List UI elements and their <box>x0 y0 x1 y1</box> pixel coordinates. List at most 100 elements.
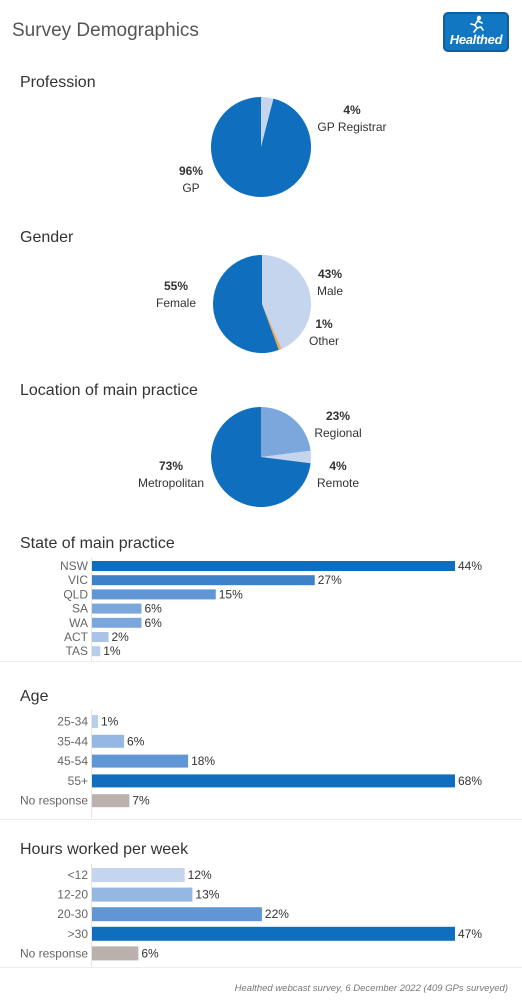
pie-label-percent: 23% <box>325 409 351 423</box>
bar-25-34 <box>92 715 98 728</box>
pie-label-gp: 96% GP <box>166 163 216 197</box>
category-label-no-response: No response <box>20 946 88 960</box>
pie-label-name: Male <box>316 284 343 298</box>
hours-bars-svg: <12 12% 12-20 13% 20-30 22% >30 47% No response 6… <box>0 864 522 968</box>
value-label-sa: 6% <box>145 602 163 616</box>
bar-20-30 <box>92 907 262 922</box>
value-label-tas: 1% <box>103 644 121 658</box>
profession-pie <box>211 97 311 197</box>
value-label-12: 12% <box>188 868 212 882</box>
pie-slice-metropolitan <box>211 407 311 507</box>
value-label-30: 47% <box>458 927 482 941</box>
state-bars-svg: NSW 44% VIC 27% QLD 15% SA 6% WA 6% ACT 2% TAS 1% <box>0 558 522 662</box>
healthed-logo: Healthed <box>443 12 509 52</box>
value-label-25-34: 1% <box>101 715 119 729</box>
category-label-sa: SA <box>72 602 88 616</box>
section-title-location: Location of main practice <box>20 382 198 399</box>
gender-pie <box>213 255 311 353</box>
bar-12-20 <box>92 887 193 902</box>
section-title-age: Age <box>20 688 49 705</box>
value-label-12-20: 13% <box>195 888 219 902</box>
value-label-no-response: 6% <box>141 946 159 960</box>
bar-qld <box>92 589 216 600</box>
value-label-vic: 27% <box>318 573 342 587</box>
pie-slice-other <box>262 304 282 351</box>
pie-label-female: 55% Female <box>148 278 204 312</box>
bar-35-44 <box>92 734 125 748</box>
value-label-45-54: 18% <box>191 754 215 768</box>
location-pie <box>211 407 311 507</box>
pie-label-percent: 1% <box>315 317 333 331</box>
pie-label-male: 43% Male <box>300 266 360 300</box>
source-footnote: Healthed webcast survey, 6 December 2022… <box>234 983 508 994</box>
pie-label-regional: 23% Regional <box>306 408 370 442</box>
value-label-35-44: 6% <box>127 734 145 748</box>
value-label-20-30: 22% <box>265 907 289 921</box>
category-label-vic: VIC <box>68 573 88 587</box>
category-label-25-34: 25-34 <box>57 715 88 729</box>
logo-wordmark: Healthed <box>449 32 503 47</box>
pie-label-other: 1% Other <box>294 316 354 350</box>
category-label-no-response: No response <box>20 794 88 808</box>
pie-label-gp-registrar: 4% GP Registrar <box>302 102 402 136</box>
category-label-nsw: NSW <box>60 559 89 573</box>
age-bar-chart: 25-34 1% 35-44 6% 45-54 18% 55+ 68% No response 7… <box>0 710 522 820</box>
pie-slice-male <box>262 255 311 349</box>
pie-slice-gp <box>211 97 311 197</box>
value-label-act: 2% <box>112 630 130 644</box>
pie-label-percent: 96% <box>178 164 204 178</box>
hours-bar-chart: <12 12% 12-20 13% 20-30 22% >30 47% No response 6… <box>0 864 522 968</box>
value-label-no-response: 7% <box>132 794 150 808</box>
pie-label-metropolitan: 73% Metropolitan <box>126 458 216 492</box>
section-title-hours: Hours worked per week <box>20 841 189 858</box>
bar-no-response <box>92 794 130 808</box>
pie-label-name: Other <box>308 334 339 348</box>
pie-label-name: Metropolitan <box>137 476 205 490</box>
category-label-55: 55+ <box>68 774 88 788</box>
pie-label-name: Female <box>155 296 196 310</box>
pie-slice-remote <box>261 450 311 464</box>
section-title-gender: Gender <box>20 229 74 246</box>
value-label-qld: 15% <box>219 587 243 601</box>
category-label-act: ACT <box>64 630 89 644</box>
bar-act <box>92 632 109 642</box>
bar-tas <box>92 646 101 657</box>
bar-45-54 <box>92 754 189 768</box>
page-title: Survey Demographics <box>12 20 199 41</box>
category-label-12-20: 12-20 <box>57 888 88 902</box>
pie-label-percent: 4% <box>329 459 347 473</box>
bar-wa <box>92 617 142 628</box>
value-label-nsw: 44% <box>458 559 482 573</box>
pie-label-percent: 4% <box>343 103 361 117</box>
pie-label-name: Remote <box>316 476 360 490</box>
pie-slice-gp-registrar <box>261 97 274 147</box>
category-label-45-54: 45-54 <box>57 754 88 768</box>
category-label-tas: TAS <box>66 644 88 658</box>
bar-55 <box>92 774 455 788</box>
category-label-35-44: 35-44 <box>57 734 88 748</box>
bar-vic <box>92 575 315 586</box>
pie-label-percent: 55% <box>163 279 189 293</box>
category-label-qld: QLD <box>63 587 88 601</box>
pie-label-name: GP <box>182 181 200 195</box>
state-bar-chart: NSW 44% VIC 27% QLD 15% SA 6% WA 6% ACT 2% TAS 1% <box>0 558 522 662</box>
category-label-20-30: 20-30 <box>57 907 88 921</box>
pie-label-name: GP Registrar <box>317 120 387 134</box>
section-title-state: State of main practice <box>20 535 175 552</box>
value-label-wa: 6% <box>145 616 163 630</box>
age-bars-svg: 25-34 1% 35-44 6% 45-54 18% 55+ 68% No response 7… <box>0 710 522 820</box>
bar-12 <box>92 868 185 882</box>
pie-label-percent: 43% <box>317 267 343 281</box>
pie-label-name: Regional <box>314 426 362 440</box>
category-label-12: <12 <box>68 868 89 882</box>
bar-sa <box>92 603 142 614</box>
bar-30 <box>92 926 455 941</box>
pie-slice-regional <box>261 407 311 457</box>
pie-label-remote: 4% Remote <box>306 458 370 492</box>
category-label-wa: WA <box>69 616 88 630</box>
pie-slice-female <box>213 255 279 353</box>
section-title-profession: Profession <box>20 74 96 91</box>
bar-nsw <box>92 561 455 571</box>
bar-no-response <box>92 946 139 961</box>
runner-icon <box>470 15 484 33</box>
